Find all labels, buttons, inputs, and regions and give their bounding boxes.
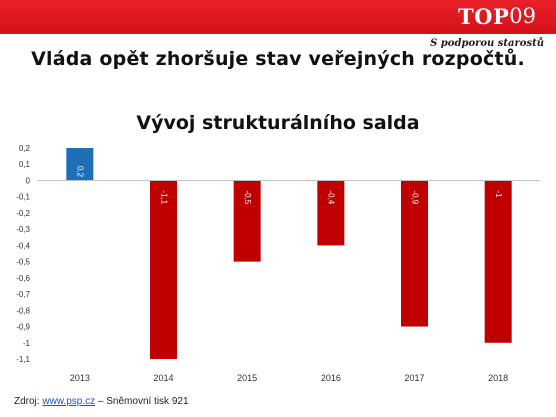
logo-text: TOP xyxy=(458,3,510,29)
bar xyxy=(66,148,94,181)
bar xyxy=(233,180,261,262)
data-label: -1,1 xyxy=(159,190,168,204)
data-label: 0,2 xyxy=(76,166,85,178)
x-tick-label: 2015 xyxy=(237,373,257,383)
y-tick-label: -0,5 xyxy=(16,258,30,267)
headline: Vláda opět zhoršuje stav veřejných rozpo… xyxy=(31,48,525,70)
x-tick-label: 2014 xyxy=(153,373,173,383)
x-tick-label: 2017 xyxy=(404,373,424,383)
y-tick-label: -0,3 xyxy=(16,225,30,234)
source-suffix: – Sněmovní tisk 921 xyxy=(95,396,189,407)
data-label: -0,5 xyxy=(243,190,252,204)
bar xyxy=(484,180,512,343)
bar xyxy=(401,180,428,327)
tagline: S podporou starostů xyxy=(430,38,544,49)
y-tick-label: -0,9 xyxy=(16,323,30,332)
y-tick-label: -0,1 xyxy=(16,193,30,202)
bar xyxy=(150,180,177,359)
logo-number: 09 xyxy=(509,4,536,28)
y-tick-label: -0,8 xyxy=(16,306,30,315)
data-label: -1 xyxy=(494,190,503,198)
x-tick-label: 2018 xyxy=(488,373,508,383)
source-note: Zdroj: www.psp.cz – Sněmovní tisk 921 xyxy=(14,396,189,407)
source-prefix: Zdroj: xyxy=(14,396,43,407)
y-tick-label: -0,2 xyxy=(16,209,30,218)
y-tick-label: -0,6 xyxy=(16,274,30,283)
data-label: -0,9 xyxy=(410,190,419,204)
bar xyxy=(317,180,345,246)
chart-title: Vývoj strukturálního salda xyxy=(136,112,420,134)
x-tick-label: 2013 xyxy=(70,373,90,383)
y-tick-label: -1,1 xyxy=(16,355,30,364)
x-tick-label: 2016 xyxy=(321,373,341,383)
top-banner: TOP 09 xyxy=(0,0,556,34)
party-logo: TOP 09 xyxy=(454,3,540,29)
data-label: -0,4 xyxy=(327,190,336,204)
bar-chart: 0,2 0,1 0 -0,1 -0,2 -0,3 -0,4 -0,5 -0,6 -0,7 -0,8 -… xyxy=(16,144,540,383)
y-tick-label: -0,7 xyxy=(16,290,30,299)
y-tick-label: -1 xyxy=(23,339,31,348)
source-link[interactable]: www.psp.cz xyxy=(42,396,96,407)
y-tick-label: 0,1 xyxy=(19,160,31,169)
y-tick-label: -0,4 xyxy=(16,241,30,250)
y-tick-label: 0,2 xyxy=(19,144,31,153)
y-tick-label: 0 xyxy=(26,176,31,185)
